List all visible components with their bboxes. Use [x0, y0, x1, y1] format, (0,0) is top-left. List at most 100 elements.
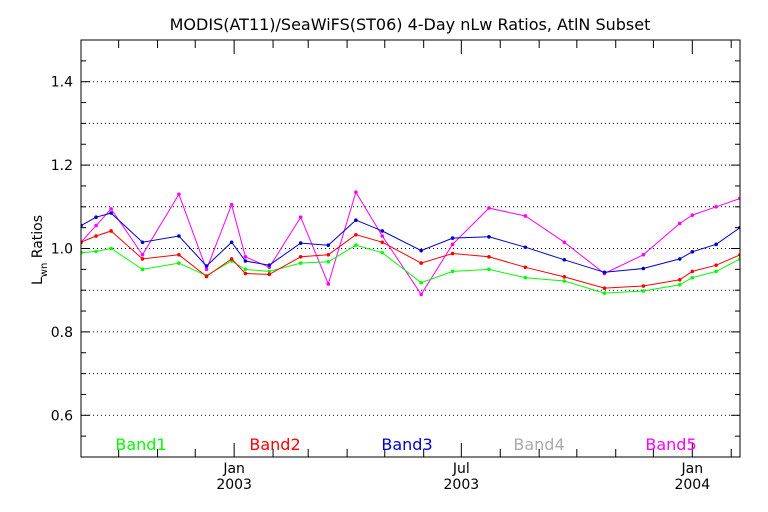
legend-item-band4: Band4: [513, 435, 564, 454]
data-point-band1: [243, 267, 248, 272]
y-tick-label: 1.4: [51, 75, 73, 91]
data-point-band2: [140, 257, 145, 261]
data-point-band2: [267, 272, 272, 277]
legend-item-band2: Band2: [249, 435, 300, 454]
data-point-band3: [140, 240, 145, 245]
data-point-band5: [380, 234, 385, 238]
gridlines: [81, 81, 740, 416]
data-point-band5: [229, 202, 234, 207]
data-point-band2: [243, 271, 248, 276]
data-point-band5: [677, 221, 682, 226]
y-axis-label-main: L: [30, 277, 46, 285]
y-tick-label: 1.0: [51, 242, 73, 258]
series-line-band2: [81, 230, 740, 289]
data-point-band5: [450, 242, 455, 247]
series-line-band1: [81, 244, 740, 294]
data-point-band5: [523, 214, 528, 218]
y-tick-label: 0.8: [51, 325, 73, 341]
data-point-band3: [641, 266, 646, 271]
data-point-band1: [641, 289, 646, 293]
data-point-band1: [562, 279, 567, 283]
data-point-band3: [562, 257, 567, 262]
data-point-band3: [487, 235, 491, 239]
data-point-band1: [523, 275, 528, 280]
data-point-band2: [523, 265, 528, 270]
data-point-band3: [229, 240, 234, 245]
data-point-band3: [267, 263, 272, 267]
data-point-band5: [243, 255, 248, 259]
data-point-band2: [602, 286, 607, 290]
data-point-band3: [450, 236, 455, 240]
data-point-band3: [326, 243, 331, 247]
data-point-band5: [109, 207, 113, 211]
data-point-band2: [109, 229, 113, 233]
data-point-band1: [487, 267, 491, 272]
data-point-band2: [326, 252, 331, 257]
x-tick-label-year: 2004: [674, 477, 710, 493]
data-point-band1: [450, 269, 455, 274]
data-point-band1: [714, 269, 718, 274]
data-point-band3: [243, 259, 248, 263]
data-point-band1: [690, 275, 695, 280]
data-point-band1: [140, 267, 145, 272]
data-point-band3: [714, 242, 718, 247]
data-point-band1: [177, 261, 181, 265]
data-point-band1: [267, 269, 272, 274]
data-point-band1: [602, 291, 607, 295]
data-point-band2: [487, 255, 491, 259]
data-point-band3: [109, 211, 113, 215]
legend-item-band5: Band5: [645, 435, 696, 454]
data-point-band3: [602, 270, 607, 275]
data-point-band2: [562, 275, 567, 279]
series-line-band3: [81, 212, 740, 273]
data-point-band3: [690, 250, 695, 254]
y-axis-label-sub: wn: [39, 263, 50, 278]
data-point-band3: [523, 245, 528, 250]
data-point-band3: [94, 215, 98, 220]
data-point-band1: [677, 282, 682, 287]
data-point-band5: [140, 252, 145, 257]
data-point-band3: [204, 264, 209, 268]
chart-title: MODIS(AT11)/SeaWiFS(ST06) 4-Day nLw Rati…: [170, 15, 651, 34]
data-point-band5: [419, 292, 423, 297]
data-point-band2: [177, 252, 181, 257]
data-point-band5: [204, 267, 209, 272]
data-point-band5: [562, 240, 567, 245]
x-tick-label-year: 2003: [444, 477, 480, 493]
data-point-band2: [641, 284, 646, 288]
data-point-band5: [354, 190, 358, 195]
data-point-band2: [714, 263, 718, 267]
data-point-band3: [419, 248, 423, 253]
data-point-band1: [354, 243, 358, 247]
data-point-band2: [204, 274, 209, 279]
y-axis-label: Lwn Ratios: [30, 215, 50, 285]
legend-item-band1: Band1: [115, 435, 166, 454]
data-point-band2: [690, 269, 695, 274]
data-point-band2: [677, 277, 682, 282]
data-point-band2: [380, 240, 385, 245]
data-point-band1: [109, 246, 113, 251]
data-point-band2: [94, 234, 98, 238]
data-point-band1: [298, 261, 303, 265]
x-tick-label-month: Jan: [681, 461, 704, 477]
data-point-band5: [641, 252, 646, 257]
data-point-band2: [298, 255, 303, 259]
data-point-band5: [714, 205, 718, 209]
y-axis-label-rest: Ratios: [30, 215, 46, 263]
data-point-band3: [298, 241, 303, 245]
x-tick-label-year: 2003: [216, 477, 252, 493]
data-point-band3: [177, 234, 181, 238]
y-tick-label: 0.6: [51, 408, 73, 424]
series-line-band5: [81, 190, 740, 296]
data-point-band5: [94, 223, 98, 228]
data-point-band5: [326, 282, 331, 286]
y-tick-label: 1.2: [51, 158, 73, 174]
data-point-band3: [354, 218, 358, 222]
series-layer: [81, 190, 740, 297]
data-point-band3: [380, 229, 385, 233]
x-tick-label-month: Jul: [452, 461, 470, 477]
data-point-band1: [94, 249, 98, 254]
data-point-band5: [298, 215, 303, 220]
